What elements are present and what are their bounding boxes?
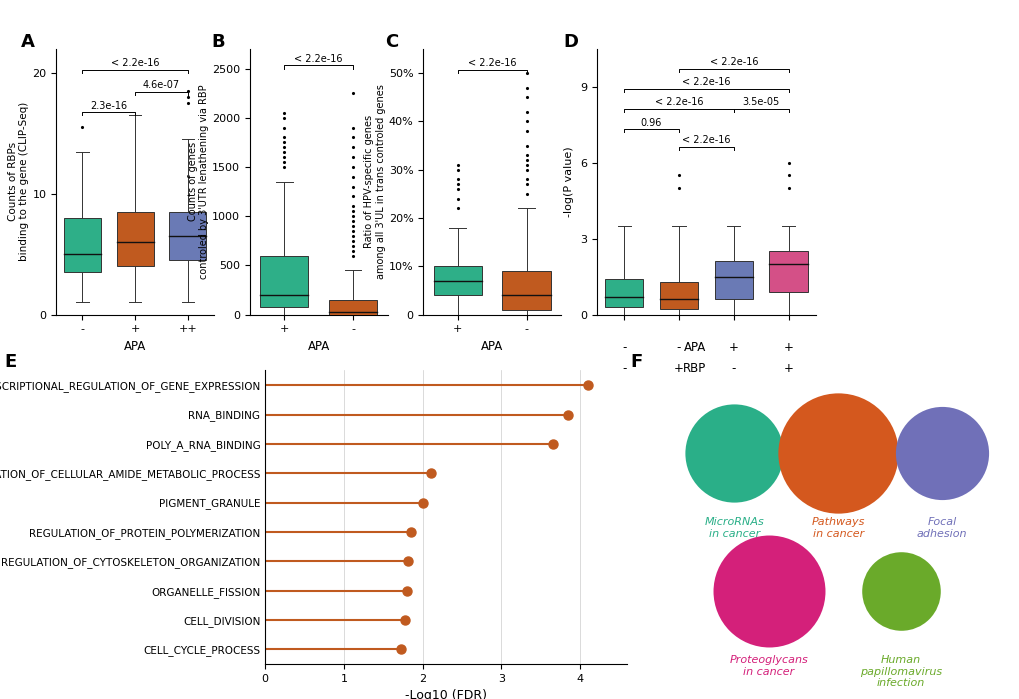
Text: MicroRNAs
in cancer: MicroRNAs in cancer xyxy=(704,517,763,539)
Text: +: + xyxy=(729,341,738,354)
Y-axis label: -log(P value): -log(P value) xyxy=(564,146,574,217)
Text: 0.96: 0.96 xyxy=(640,117,661,128)
Y-axis label: Counts of RBPs
binding to the gene (CLIP-Seq): Counts of RBPs binding to the gene (CLIP… xyxy=(8,102,30,261)
Text: < 2.2e-16: < 2.2e-16 xyxy=(468,58,516,69)
Text: APA: APA xyxy=(684,341,705,354)
Bar xyxy=(502,271,550,310)
X-axis label: -Log10 (FDR): -Log10 (FDR) xyxy=(405,689,487,699)
X-axis label: APA: APA xyxy=(308,340,329,353)
Text: Pathways
in cancer: Pathways in cancer xyxy=(811,517,864,539)
Text: +: + xyxy=(783,362,793,375)
Text: 2.3e-16: 2.3e-16 xyxy=(90,101,127,110)
Text: < 2.2e-16: < 2.2e-16 xyxy=(709,57,757,67)
Text: Focal
adhesion: Focal adhesion xyxy=(916,517,967,539)
Point xyxy=(829,447,846,459)
Text: C: C xyxy=(384,33,397,51)
Text: D: D xyxy=(564,33,578,51)
Bar xyxy=(433,266,481,295)
Y-axis label: Ratio of HPV-specific genes
among all 3'UL in trans controled genes: Ratio of HPV-specific genes among all 3'… xyxy=(364,85,385,279)
Point xyxy=(760,585,776,596)
Text: 4.6e-07: 4.6e-07 xyxy=(143,80,180,90)
Text: < 2.2e-16: < 2.2e-16 xyxy=(294,54,342,64)
Text: < 2.2e-16: < 2.2e-16 xyxy=(654,97,702,108)
Text: +: + xyxy=(674,362,683,375)
Text: A: A xyxy=(21,33,36,51)
Text: +: + xyxy=(783,341,793,354)
Bar xyxy=(169,212,206,260)
Text: -: - xyxy=(731,362,736,375)
Bar xyxy=(714,261,752,299)
Bar xyxy=(768,252,807,291)
Text: -: - xyxy=(622,341,626,354)
Text: < 2.2e-16: < 2.2e-16 xyxy=(682,77,730,87)
Bar xyxy=(604,279,643,307)
Text: E: E xyxy=(4,353,16,371)
Text: B: B xyxy=(211,33,225,51)
Text: F: F xyxy=(630,353,642,371)
Bar xyxy=(64,218,101,273)
Text: < 2.2e-16: < 2.2e-16 xyxy=(111,58,159,69)
Bar xyxy=(659,282,697,310)
Bar xyxy=(260,256,308,307)
Text: RBP: RBP xyxy=(683,362,705,375)
Bar xyxy=(329,300,377,315)
Bar xyxy=(116,212,154,266)
X-axis label: APA: APA xyxy=(124,340,146,353)
Point xyxy=(726,447,742,459)
Y-axis label: Counts of genes
controled by 3'UTR lenathening via RBP: Counts of genes controled by 3'UTR lenat… xyxy=(187,85,209,279)
Text: Proteoglycans
in cancer: Proteoglycans in cancer xyxy=(729,655,807,677)
Text: Human
papillomavirus
infection: Human papillomavirus infection xyxy=(859,655,941,689)
Point xyxy=(892,585,908,596)
Text: 3.5e-05: 3.5e-05 xyxy=(742,97,780,108)
Text: -: - xyxy=(622,362,626,375)
X-axis label: APA: APA xyxy=(481,340,502,353)
Text: -: - xyxy=(676,341,681,354)
Text: < 2.2e-16: < 2.2e-16 xyxy=(682,136,730,145)
Point xyxy=(933,447,950,459)
